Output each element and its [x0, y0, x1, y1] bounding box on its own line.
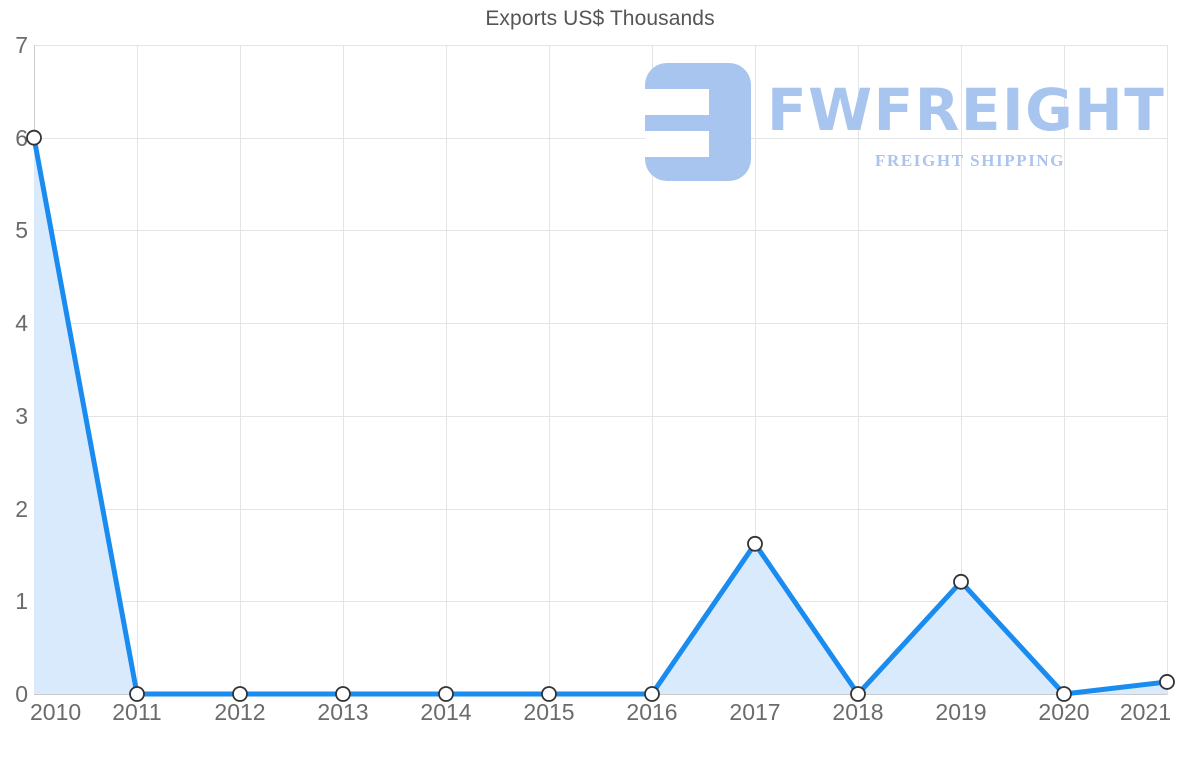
x-axis-tick-label: 2021	[1119, 699, 1171, 725]
x-axis-tick-label: 2017	[729, 699, 781, 725]
y-axis-tick-label: 5	[15, 217, 28, 244]
gridline-vertical	[961, 45, 962, 694]
x-axis-line	[34, 694, 1168, 695]
plot-area	[34, 45, 1168, 695]
gridline-vertical	[1064, 45, 1065, 694]
y-axis-tick-label: 7	[15, 32, 28, 58]
gridline-vertical	[549, 45, 550, 694]
y-axis-tick-label: 1	[15, 588, 28, 615]
gridline-horizontal	[34, 137, 1167, 139]
x-axis-tick-label: 2013	[317, 699, 369, 725]
gridline-vertical	[343, 45, 344, 694]
gridline-horizontal	[34, 230, 1167, 232]
y-axis-tick-label: 6	[15, 124, 28, 151]
gridline-vertical	[858, 45, 859, 694]
plot-right-border	[1167, 45, 1168, 695]
gridline-vertical	[446, 45, 447, 694]
gridline-vertical	[652, 45, 653, 694]
gridline-horizontal	[34, 45, 1167, 46]
gridline-horizontal	[34, 601, 1167, 603]
gridline-horizontal	[34, 323, 1167, 325]
x-axis-tick-label: 2016	[626, 699, 678, 725]
x-axis-tick-label: 2015	[523, 699, 575, 725]
x-axis-tick-label: 2014	[420, 699, 472, 725]
y-axis-line	[34, 45, 35, 695]
x-axis-tick-label: 2020	[1038, 699, 1090, 725]
y-axis-tick-label: 0	[15, 681, 28, 707]
x-axis-tick-label: 2018	[832, 699, 884, 725]
gridline-horizontal	[34, 508, 1167, 510]
gridline-horizontal	[34, 415, 1167, 417]
y-axis-tick-label: 3	[15, 402, 28, 429]
gridline-vertical	[240, 45, 241, 694]
gridline-vertical	[137, 45, 138, 694]
x-axis-tick-label: 2019	[935, 699, 987, 725]
gridline-vertical	[755, 45, 756, 694]
x-axis-tick-label: 2012	[214, 699, 266, 725]
y-axis-tick-label: 2	[15, 495, 28, 522]
page-title: Exports US$ Thousands	[485, 7, 715, 30]
y-axis-tick-label: 4	[15, 310, 28, 337]
x-axis-tick-label: 2011	[112, 699, 162, 725]
x-axis-tick-label: 2010	[30, 699, 82, 725]
